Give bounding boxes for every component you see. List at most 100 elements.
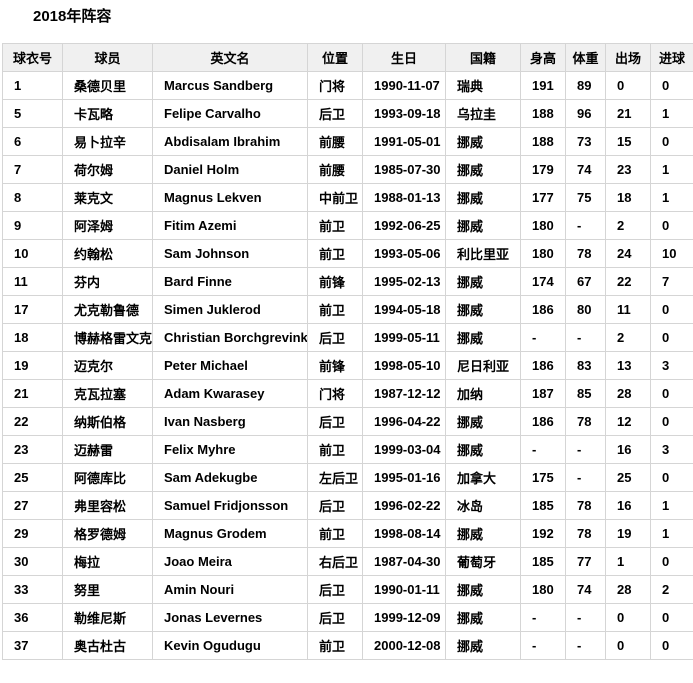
cell-player-en-name: Felipe Carvalho [152,99,308,128]
cell-weight: 74 [565,155,606,184]
cell-appearances: 0 [605,71,651,100]
cell-goals: 0 [650,463,693,492]
cell-weight: 73 [565,127,606,156]
cell-player-en-name: Fitim Azemi [152,211,308,240]
cell-appearances: 23 [605,155,651,184]
table-row: 30 梅拉 Joao Meira 右后卫 1987-04-30 葡萄牙 185 77 1 0 [2,547,693,576]
cell-position: 门将 [307,71,363,100]
cell-height: 187 [520,379,566,408]
cell-player-cn-name: 迈克尔 [62,351,153,380]
cell-player-cn-name: 纳斯伯格 [62,407,153,436]
cell-appearances: 18 [605,183,651,212]
cell-nationality: 挪威 [445,295,521,324]
table-row: 17 尤克勒鲁德 Simen Juklerod 前卫 1994-05-18 挪威 186 80… [2,295,693,324]
column-header-weight: 体重 [565,43,606,72]
cell-jersey-number: 6 [2,127,63,156]
cell-height: 188 [520,99,566,128]
cell-player-cn-name: 努里 [62,575,153,604]
table-row: 33 努里 Amin Nouri 后卫 1990-01-11 挪威 180 74 28 2 [2,575,693,604]
cell-position: 门将 [307,379,363,408]
cell-jersey-number: 29 [2,519,63,548]
cell-goals: 1 [650,183,693,212]
table-row: 8 莱克文 Magnus Lekven 中前卫 1988-01-13 挪威 177 75 18 1 [2,183,693,212]
cell-player-en-name: Kevin Ogudugu [152,631,308,660]
cell-player-en-name: Daniel Holm [152,155,308,184]
cell-weight: 77 [565,547,606,576]
table-row: 36 勒维尼斯 Jonas Levernes 后卫 1999-12-09 挪威 - -0 0 [2,603,693,632]
cell-goals: 1 [650,519,693,548]
cell-nationality: 挪威 [445,323,521,352]
cell-birthday: 1996-02-22 [362,491,446,520]
cell-nationality: 挪威 [445,407,521,436]
cell-nationality: 加纳 [445,379,521,408]
cell-birthday: 1998-05-10 [362,351,446,380]
cell-height: 177 [520,183,566,212]
cell-position: 右后卫 [307,547,363,576]
cell-player-en-name: Felix Myhre [152,435,308,464]
cell-goals: 0 [650,379,693,408]
cell-birthday: 1998-08-14 [362,519,446,548]
cell-nationality: 挪威 [445,127,521,156]
cell-player-cn-name: 格罗德姆 [62,519,153,548]
cell-appearances: 22 [605,267,651,296]
cell-jersey-number: 30 [2,547,63,576]
cell-nationality: 挪威 [445,155,521,184]
cell-player-cn-name: 尤克勒鲁德 [62,295,153,324]
cell-nationality: 加拿大 [445,463,521,492]
cell-birthday: 1990-11-07 [362,71,446,100]
cell-nationality: 挪威 [445,631,521,660]
cell-birthday: 1988-01-13 [362,183,446,212]
cell-player-en-name: Amin Nouri [152,575,308,604]
cell-goals: 7 [650,267,693,296]
cell-birthday: 1987-04-30 [362,547,446,576]
cell-nationality: 挪威 [445,435,521,464]
cell-player-en-name: Magnus Lekven [152,183,308,212]
table-row: 18 博赫格雷文克 Christian Borchgrevink 后卫 1999-05-… [2,323,693,352]
cell-nationality: 挪威 [445,267,521,296]
cell-goals: 0 [650,547,693,576]
cell-appearances: 11 [605,295,651,324]
cell-player-en-name: Simen Juklerod [152,295,308,324]
cell-height: 191 [520,71,566,100]
cell-player-cn-name: 阿泽姆 [62,211,153,240]
cell-nationality: 利比里亚 [445,239,521,268]
cell-position: 左后卫 [307,463,363,492]
cell-appearances: 25 [605,463,651,492]
table-row: 7 荷尔姆 Daniel Holm 前腰 1985-07-30 挪威 179 74 23 1 [2,155,693,184]
cell-weight: - [565,603,606,632]
cell-goals: 0 [650,631,693,660]
cell-player-en-name: Marcus Sandberg [152,71,308,100]
table-row: 23 迈赫雷 Felix Myhre 前卫 1999-03-04 挪威 - -16 3 [2,435,693,464]
cell-weight: - [565,323,606,352]
cell-height: 192 [520,519,566,548]
cell-birthday: 2000-12-08 [362,631,446,660]
cell-appearances: 28 [605,379,651,408]
cell-height: - [520,323,566,352]
cell-height: 185 [520,491,566,520]
cell-position: 前卫 [307,239,363,268]
cell-player-en-name: Abdisalam Ibrahim [152,127,308,156]
cell-player-cn-name: 迈赫雷 [62,435,153,464]
cell-birthday: 1987-12-12 [362,379,446,408]
cell-nationality: 挪威 [445,575,521,604]
cell-jersey-number: 36 [2,603,63,632]
cell-position: 后卫 [307,603,363,632]
cell-jersey-number: 37 [2,631,63,660]
cell-height: 186 [520,351,566,380]
column-header-appearances: 出场 [605,43,651,72]
cell-weight: 96 [565,99,606,128]
cell-appearances: 2 [605,323,651,352]
column-header-jersey-number: 球衣号 [2,43,63,72]
cell-player-en-name: Jonas Levernes [152,603,308,632]
cell-weight: 78 [565,519,606,548]
cell-player-en-name: Samuel Fridjonsson [152,491,308,520]
cell-goals: 3 [650,435,693,464]
table-row: 27 弗里容松 Samuel Fridjonsson 后卫 1996-02-22 冰岛 18… [2,491,693,520]
cell-appearances: 19 [605,519,651,548]
cell-position: 前卫 [307,211,363,240]
column-header-goals: 进球 [650,43,693,72]
cell-player-cn-name: 克瓦拉塞 [62,379,153,408]
cell-player-cn-name: 芬内 [62,267,153,296]
cell-birthday: 1992-06-25 [362,211,446,240]
cell-height: 180 [520,211,566,240]
